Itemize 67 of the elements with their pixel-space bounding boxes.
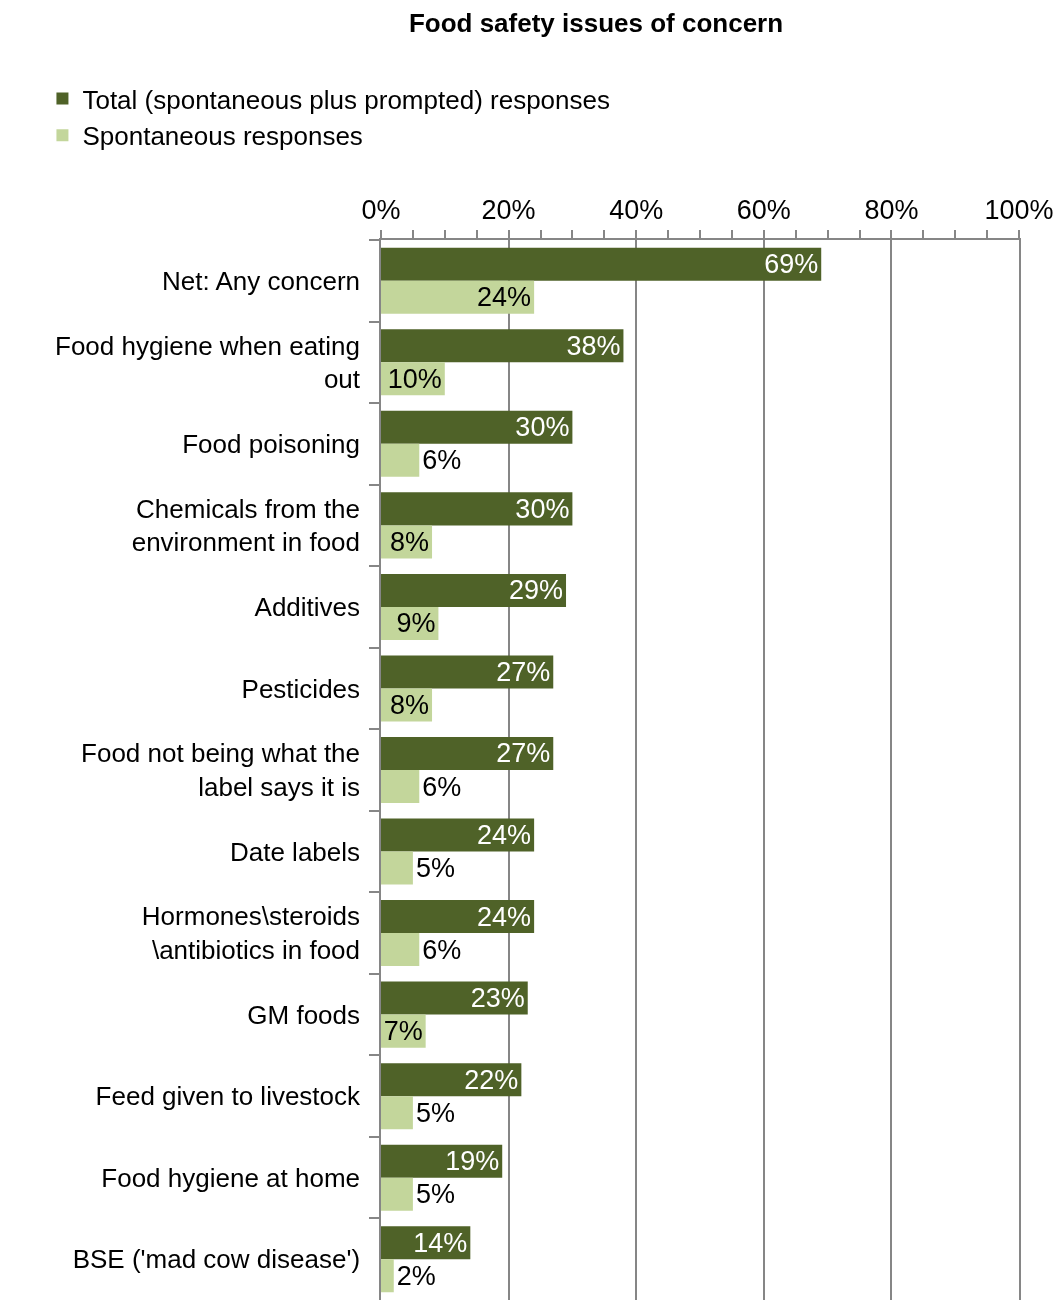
bar bbox=[381, 1259, 394, 1293]
x-tick-label: 40% bbox=[609, 195, 664, 226]
data-label: 8% bbox=[390, 526, 430, 557]
data-label: 38% bbox=[566, 330, 621, 361]
chart-title: Food safety issues of concern bbox=[408, 8, 784, 39]
y-tick-label: GM foods bbox=[247, 999, 361, 1030]
bar bbox=[381, 247, 822, 281]
bar bbox=[381, 410, 573, 444]
x-tick-label: 60% bbox=[736, 195, 791, 226]
bar bbox=[381, 655, 554, 689]
y-tick-label: Chemicals from the environment in food bbox=[131, 493, 361, 558]
x-tick-label: 0% bbox=[361, 195, 401, 226]
bar bbox=[381, 736, 554, 770]
data-label: 6% bbox=[422, 445, 462, 476]
data-label: 27% bbox=[496, 738, 551, 769]
x-tick-label: 20% bbox=[481, 195, 536, 226]
data-label: 5% bbox=[415, 1179, 455, 1210]
y-tick-label: Pesticides bbox=[241, 673, 361, 704]
y-tick-label: Additives bbox=[254, 592, 361, 623]
y-tick-label: Food hygiene when eating out bbox=[55, 330, 361, 395]
data-label: 24% bbox=[477, 282, 532, 313]
bar bbox=[381, 933, 420, 967]
data-label: 19% bbox=[445, 1146, 500, 1177]
data-label: 30% bbox=[515, 493, 570, 524]
data-label: 8% bbox=[390, 689, 430, 720]
bar bbox=[381, 981, 528, 1015]
data-label: 30% bbox=[515, 412, 570, 443]
y-tick-label: Net: Any concern bbox=[162, 265, 361, 296]
data-label: 29% bbox=[508, 575, 564, 606]
data-label: 9% bbox=[396, 608, 436, 639]
bar bbox=[381, 770, 420, 804]
bar bbox=[381, 1096, 413, 1130]
legend-label: Total (spontaneous plus prompted) responses bbox=[82, 84, 610, 115]
bar bbox=[381, 492, 573, 526]
bar bbox=[381, 818, 535, 852]
data-label: 5% bbox=[415, 853, 455, 884]
data-label: 24% bbox=[477, 820, 532, 851]
bar bbox=[381, 573, 567, 607]
y-tick-label: Food hygiene at home bbox=[101, 1162, 361, 1193]
x-tick-label: 80% bbox=[864, 195, 919, 226]
y-tick-label: Hormones\steroids \antibiotics in food bbox=[141, 901, 361, 966]
data-label: 22% bbox=[464, 1064, 519, 1095]
data-label: 69% bbox=[764, 249, 819, 280]
bar bbox=[381, 1177, 413, 1211]
y-tick-label: Date labels bbox=[229, 836, 361, 867]
data-label: 24% bbox=[477, 901, 532, 932]
bar bbox=[381, 280, 535, 314]
y-tick-label: Food poisoning bbox=[182, 428, 361, 459]
legend-label: Spontaneous responses bbox=[82, 121, 363, 152]
data-label: 6% bbox=[422, 934, 462, 965]
y-tick-label: Food not being what the label says it is bbox=[81, 738, 361, 802]
bar bbox=[381, 1063, 522, 1097]
bar bbox=[381, 329, 624, 363]
x-tick-label: 100% bbox=[984, 195, 1054, 226]
y-tick-label: Feed given to livestock bbox=[95, 1081, 362, 1112]
bar bbox=[381, 851, 413, 885]
data-label: 7% bbox=[383, 1016, 423, 1047]
data-label: 6% bbox=[422, 771, 462, 802]
data-label: 5% bbox=[415, 1097, 455, 1128]
data-label: 27% bbox=[496, 656, 551, 687]
data-label: 14% bbox=[413, 1227, 468, 1258]
data-label: 23% bbox=[470, 983, 525, 1014]
bar bbox=[381, 443, 420, 477]
y-tick-label: BSE ('mad cow disease') bbox=[72, 1244, 361, 1275]
data-label: 2% bbox=[396, 1260, 436, 1291]
bar bbox=[381, 900, 535, 934]
data-label: 10% bbox=[387, 363, 442, 394]
